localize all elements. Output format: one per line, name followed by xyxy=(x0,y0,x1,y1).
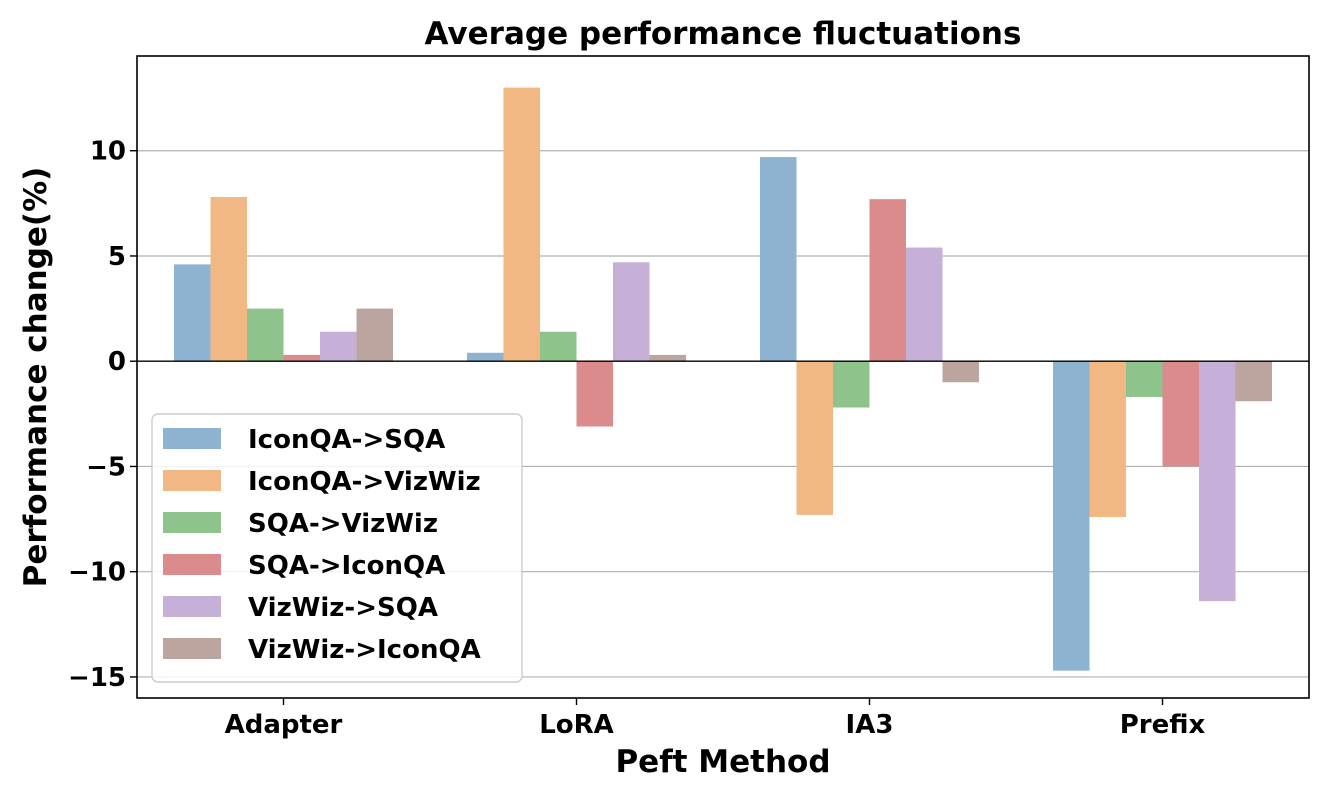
x-tick-label: Prefix xyxy=(1120,710,1206,740)
y-axis-ticks: 10 5 0 −5 −10 −15 xyxy=(68,137,137,693)
bar xyxy=(467,352,504,362)
legend-label: VizWiz->SQA xyxy=(248,593,438,623)
bar xyxy=(540,331,577,362)
x-tick-label: LoRA xyxy=(539,710,614,740)
legend-label: SQA->IconQA xyxy=(248,551,445,581)
bar xyxy=(1162,361,1199,467)
bar xyxy=(760,157,797,362)
y-tick-label: 0 xyxy=(108,347,126,377)
bars xyxy=(174,87,1272,671)
legend-frame xyxy=(151,413,523,683)
legend-swatch xyxy=(163,512,221,533)
legend-swatch xyxy=(163,470,221,491)
bar xyxy=(796,361,833,515)
bar xyxy=(833,361,870,408)
legend-swatch xyxy=(163,554,221,575)
bar xyxy=(503,87,540,362)
bar xyxy=(576,361,613,427)
legend-label: IconQA->SQA xyxy=(248,425,445,455)
x-axis-label: Peft Method xyxy=(615,744,830,780)
legend-label: VizWiz->IconQA xyxy=(248,635,481,665)
y-axis-label: Performance change(%) xyxy=(18,167,54,588)
bar xyxy=(1235,361,1272,402)
y-tick-label: 10 xyxy=(90,137,126,167)
x-tick-label: Adapter xyxy=(225,710,343,740)
y-tick-label: −15 xyxy=(68,663,126,693)
y-tick-label: 5 xyxy=(108,242,126,272)
bar xyxy=(1089,361,1126,517)
chart-title: Average performance fluctuations xyxy=(425,16,1022,52)
x-axis-ticks: Adapter LoRA IA3 Prefix xyxy=(225,698,1206,740)
y-tick-label: −10 xyxy=(68,558,126,588)
bar xyxy=(1199,361,1236,602)
bar xyxy=(613,262,650,362)
bar xyxy=(1053,361,1090,671)
plot-frame xyxy=(136,55,1310,699)
bar xyxy=(1126,361,1163,397)
legend-label: IconQA->VizWiz xyxy=(248,467,481,497)
bar xyxy=(174,264,211,362)
legend-swatch xyxy=(163,428,221,449)
x-tick-label: IA3 xyxy=(846,710,894,740)
bar xyxy=(356,308,393,362)
bar xyxy=(869,199,906,362)
bar xyxy=(247,308,284,362)
bar xyxy=(906,247,943,362)
bar xyxy=(283,354,320,362)
legend: IconQA->SQA IconQA->VizWiz SQA->VizWiz SQA-… xyxy=(151,413,523,683)
bar xyxy=(649,354,686,362)
y-tick-label: −5 xyxy=(86,452,126,482)
legend-swatch xyxy=(163,638,221,659)
bar xyxy=(320,331,357,362)
bar xyxy=(942,361,979,383)
legend-label: SQA->VizWiz xyxy=(248,509,438,539)
legend-swatch xyxy=(163,596,221,617)
bar xyxy=(210,197,247,362)
